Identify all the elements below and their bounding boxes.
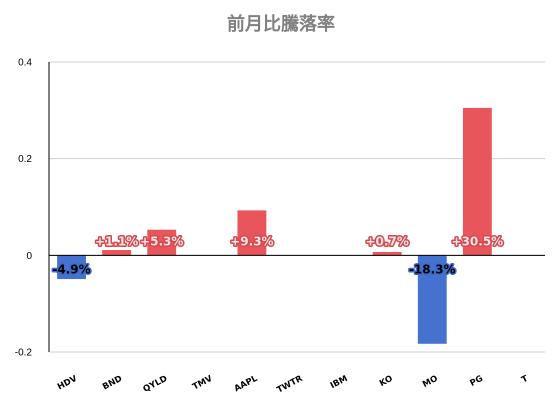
data-label: -4.9% — [52, 262, 90, 276]
x-tick-label: MO — [421, 374, 440, 390]
x-tick-label: TMV — [191, 374, 214, 393]
x-tick-label: TWTR — [275, 374, 304, 396]
data-label: +0.7% — [366, 234, 409, 248]
bar — [102, 250, 132, 256]
y-tick-label: 0 — [26, 251, 32, 262]
x-tick-label: HDV — [56, 374, 79, 393]
bar — [57, 255, 86, 280]
chart-title: 前月比騰落率 — [227, 13, 335, 35]
bar — [462, 107, 492, 256]
data-label: +5.3% — [140, 234, 183, 248]
data-labels: -4.9% +1.1% +5.3% +9.3% +0.7%-18.3% +30.5% — [51, 233, 505, 278]
x-tick-label: BND — [101, 374, 124, 393]
data-label: +9.3% — [230, 234, 273, 248]
x-tick-label: QYLD — [142, 374, 170, 395]
bars — [57, 107, 492, 344]
data-label: +30.5% — [452, 234, 504, 248]
x-tick-label: AAPL — [233, 374, 260, 395]
y-axis-ticks: -0.2 0 0.2 0.4 — [15, 58, 33, 359]
y-tick-label: -0.2 — [15, 348, 33, 359]
x-tick-label: KO — [378, 374, 395, 389]
bar — [417, 255, 447, 344]
y-tick-label: 0.2 — [18, 154, 32, 165]
bar — [147, 229, 177, 256]
x-tick-label: T — [520, 374, 530, 386]
data-label: +1.1% — [95, 234, 138, 248]
data-label: -18.3% — [409, 262, 456, 276]
x-tick-label: PG — [468, 374, 484, 389]
x-tick-label: IBM — [329, 374, 350, 391]
bar — [372, 251, 402, 256]
y-tick-label: 0.4 — [18, 58, 32, 69]
axes — [48, 62, 545, 352]
x-axis-ticks: HDV BND QYLD TMV AAPL TWTR IBM KO MO PG T — [56, 374, 530, 396]
bar — [237, 210, 267, 256]
